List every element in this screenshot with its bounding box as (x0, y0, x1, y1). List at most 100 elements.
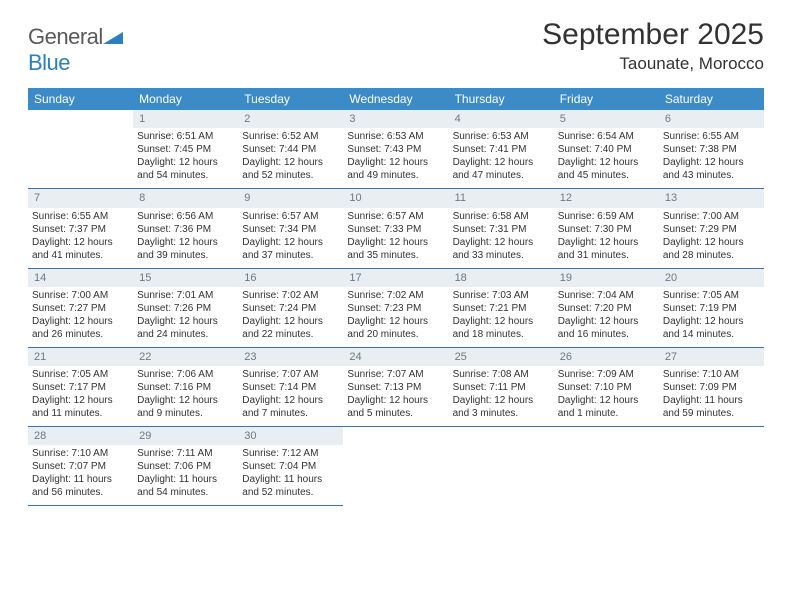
daylight-text: and 1 minute. (558, 407, 655, 420)
daylight-text: and 28 minutes. (663, 249, 760, 262)
daynum-cell: 24 (343, 347, 448, 366)
day-cell: Sunrise: 6:57 AMSunset: 7:34 PMDaylight:… (238, 208, 343, 269)
daylight-text: Daylight: 12 hours (663, 236, 760, 249)
daynum-cell (28, 110, 133, 128)
day-cell (554, 445, 659, 506)
daylight-text: and 35 minutes. (347, 249, 444, 262)
daylight-text: and 31 minutes. (558, 249, 655, 262)
day-cell: Sunrise: 7:03 AMSunset: 7:21 PMDaylight:… (449, 287, 554, 348)
daylight-text: Daylight: 12 hours (347, 394, 444, 407)
daylight-text: and 33 minutes. (453, 249, 550, 262)
sunrise-text: Sunrise: 6:53 AM (453, 130, 550, 143)
sunrise-text: Sunrise: 7:04 AM (558, 289, 655, 302)
sunrise-text: Sunrise: 7:11 AM (137, 447, 234, 460)
sunrise-text: Sunrise: 7:10 AM (663, 368, 760, 381)
sunset-text: Sunset: 7:33 PM (347, 223, 444, 236)
sunrise-text: Sunrise: 7:06 AM (137, 368, 234, 381)
sunset-text: Sunset: 7:34 PM (242, 223, 339, 236)
sunrise-text: Sunrise: 6:54 AM (558, 130, 655, 143)
day-cell: Sunrise: 7:05 AMSunset: 7:17 PMDaylight:… (28, 366, 133, 427)
daylight-text: Daylight: 12 hours (558, 394, 655, 407)
logo: General Blue (28, 24, 123, 76)
day-cell: Sunrise: 6:55 AMSunset: 7:37 PMDaylight:… (28, 208, 133, 269)
sunset-text: Sunset: 7:44 PM (242, 143, 339, 156)
sunset-text: Sunset: 7:04 PM (242, 460, 339, 473)
logo-word2: Blue (28, 50, 70, 75)
day-cell: Sunrise: 7:08 AMSunset: 7:11 PMDaylight:… (449, 366, 554, 427)
day-cell: Sunrise: 6:53 AMSunset: 7:41 PMDaylight:… (449, 128, 554, 189)
calendar-head: SundayMondayTuesdayWednesdayThursdayFrid… (28, 88, 764, 110)
sunrise-text: Sunrise: 6:56 AM (137, 210, 234, 223)
sunrise-text: Sunrise: 7:07 AM (347, 368, 444, 381)
daylight-text: and 52 minutes. (242, 169, 339, 182)
daynum-cell: 14 (28, 268, 133, 287)
day-cell: Sunrise: 7:10 AMSunset: 7:07 PMDaylight:… (28, 445, 133, 506)
day-cell: Sunrise: 7:04 AMSunset: 7:20 PMDaylight:… (554, 287, 659, 348)
daylight-text: Daylight: 12 hours (137, 394, 234, 407)
daylight-text: Daylight: 12 hours (663, 315, 760, 328)
day-cell: Sunrise: 6:55 AMSunset: 7:38 PMDaylight:… (659, 128, 764, 189)
day-cell: Sunrise: 7:01 AMSunset: 7:26 PMDaylight:… (133, 287, 238, 348)
daylight-text: and 20 minutes. (347, 328, 444, 341)
logo-triangle-icon (103, 24, 123, 50)
daynum-cell: 7 (28, 189, 133, 208)
daynum-cell: 12 (554, 189, 659, 208)
daylight-text: Daylight: 12 hours (347, 315, 444, 328)
day-cell: Sunrise: 6:58 AMSunset: 7:31 PMDaylight:… (449, 208, 554, 269)
dayname-tuesday: Tuesday (238, 88, 343, 110)
daynum-cell: 16 (238, 268, 343, 287)
dayname-wednesday: Wednesday (343, 88, 448, 110)
header: General Blue September 2025 Taounate, Mo… (28, 18, 764, 76)
location: Taounate, Morocco (542, 54, 764, 74)
sunset-text: Sunset: 7:31 PM (453, 223, 550, 236)
calendar-table: SundayMondayTuesdayWednesdayThursdayFrid… (28, 88, 764, 506)
daylight-text: Daylight: 12 hours (137, 315, 234, 328)
sunset-text: Sunset: 7:23 PM (347, 302, 444, 315)
daylight-text: and 24 minutes. (137, 328, 234, 341)
dayname-friday: Friday (554, 88, 659, 110)
sunrise-text: Sunrise: 7:00 AM (32, 289, 129, 302)
daylight-text: Daylight: 12 hours (242, 236, 339, 249)
sunrise-text: Sunrise: 6:57 AM (347, 210, 444, 223)
daylight-text: Daylight: 12 hours (242, 315, 339, 328)
daylight-text: and 43 minutes. (663, 169, 760, 182)
sunset-text: Sunset: 7:37 PM (32, 223, 129, 236)
sunrise-text: Sunrise: 7:02 AM (242, 289, 339, 302)
daynum-cell (449, 427, 554, 446)
sunset-text: Sunset: 7:30 PM (558, 223, 655, 236)
daynum-cell: 22 (133, 347, 238, 366)
daylight-text: Daylight: 12 hours (453, 236, 550, 249)
daylight-text: Daylight: 12 hours (137, 156, 234, 169)
daylight-text: Daylight: 12 hours (32, 236, 129, 249)
sunrise-text: Sunrise: 7:00 AM (663, 210, 760, 223)
day-cell: Sunrise: 7:07 AMSunset: 7:13 PMDaylight:… (343, 366, 448, 427)
daylight-text: Daylight: 11 hours (242, 473, 339, 486)
sunrise-text: Sunrise: 7:10 AM (32, 447, 129, 460)
sunrise-text: Sunrise: 7:05 AM (32, 368, 129, 381)
sunrise-text: Sunrise: 6:52 AM (242, 130, 339, 143)
daylight-text: Daylight: 12 hours (347, 236, 444, 249)
daylight-text: and 47 minutes. (453, 169, 550, 182)
daylight-text: Daylight: 12 hours (32, 394, 129, 407)
sunrise-text: Sunrise: 6:58 AM (453, 210, 550, 223)
sunrise-text: Sunrise: 6:55 AM (663, 130, 760, 143)
daynum-cell: 17 (343, 268, 448, 287)
daylight-text: Daylight: 12 hours (453, 315, 550, 328)
daynum-cell: 29 (133, 427, 238, 446)
daynum-cell: 13 (659, 189, 764, 208)
dayname-monday: Monday (133, 88, 238, 110)
daynum-cell: 10 (343, 189, 448, 208)
daylight-text: and 59 minutes. (663, 407, 760, 420)
day-cell (449, 445, 554, 506)
daylight-text: and 52 minutes. (242, 486, 339, 499)
sunset-text: Sunset: 7:27 PM (32, 302, 129, 315)
sunrise-text: Sunrise: 7:07 AM (242, 368, 339, 381)
daynum-cell (659, 427, 764, 446)
daylight-text: and 54 minutes. (137, 169, 234, 182)
sunrise-text: Sunrise: 6:55 AM (32, 210, 129, 223)
daynum-cell: 20 (659, 268, 764, 287)
sunset-text: Sunset: 7:20 PM (558, 302, 655, 315)
daynum-cell (343, 427, 448, 446)
sunset-text: Sunset: 7:21 PM (453, 302, 550, 315)
daylight-text: and 11 minutes. (32, 407, 129, 420)
